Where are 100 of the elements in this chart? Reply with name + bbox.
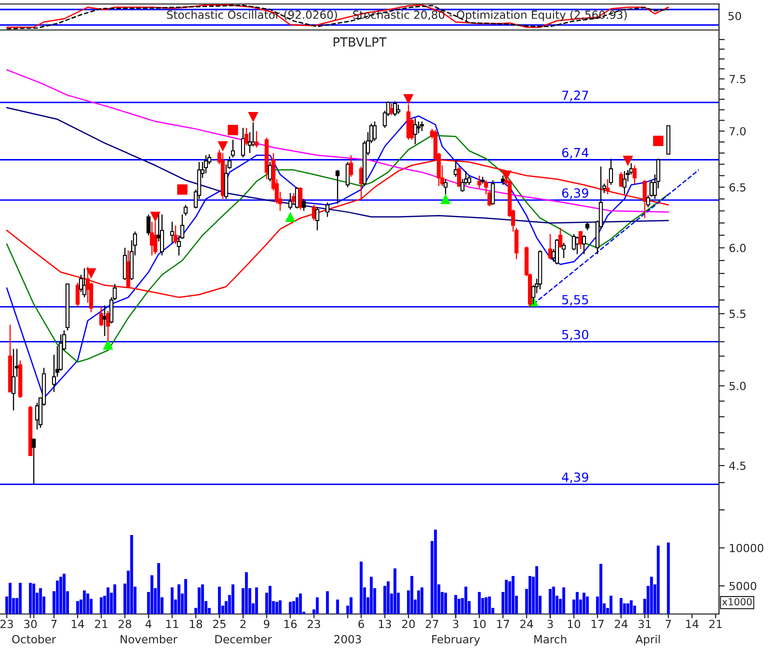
- x-tick-label: 18: [190, 620, 202, 628]
- y-tick-label: 4.5: [729, 462, 746, 470]
- point: [653, 136, 664, 146]
- point: [150, 212, 160, 222]
- candlestick: [622, 170, 626, 195]
- candlestick: [413, 118, 418, 145]
- line-series: [6, 69, 669, 213]
- candlestick: [582, 234, 586, 255]
- x-tick-label: 17: [592, 620, 604, 628]
- ref-line-label: 5,30: [562, 330, 588, 341]
- candlestick: [420, 120, 424, 132]
- x-tick-label: 20: [402, 620, 415, 628]
- y-tick-label: 6.5: [730, 183, 746, 192]
- x-tick-label: 2: [240, 620, 246, 628]
- candlestick: [122, 247, 127, 281]
- y-tick-label: 5000: [730, 582, 756, 590]
- candlestick: [396, 104, 400, 115]
- candlestick: [457, 166, 462, 188]
- candlestick: [548, 233, 552, 260]
- candlestick: [254, 130, 259, 148]
- ref-line-label: 6,39: [562, 188, 588, 199]
- point: [218, 141, 228, 152]
- y-tick-label: 7.5: [730, 74, 746, 84]
- x-tick-label: 28: [118, 620, 132, 628]
- candlestick: [325, 202, 330, 218]
- candlestick: [244, 127, 248, 146]
- x-tick-label: 9: [264, 620, 270, 628]
- x2-tick-label: February: [432, 634, 480, 646]
- candlestick: [32, 438, 36, 485]
- candlestick: [392, 100, 397, 117]
- x-tick-label: 24: [614, 620, 628, 628]
- candlestick: [150, 221, 154, 256]
- candlestick: [302, 198, 306, 212]
- candlestick: [174, 224, 178, 245]
- point: [501, 170, 512, 181]
- candlestick: [444, 178, 448, 195]
- point: [102, 339, 114, 350]
- y-tick-label: 7.0: [730, 127, 746, 136]
- candlestick: [346, 161, 350, 188]
- candlestick: [12, 348, 16, 411]
- point: [285, 212, 296, 222]
- y-tick-label: 5.5: [730, 310, 746, 318]
- candlestick: [416, 120, 421, 134]
- chart-title: PTBVLPT: [334, 37, 387, 47]
- text: 50: [728, 12, 742, 20]
- candlestick: [204, 154, 208, 174]
- candlestick: [390, 102, 394, 116]
- x-tick-label: 3: [548, 620, 553, 628]
- candlestick: [642, 180, 647, 219]
- x-tick-label: 16: [284, 620, 297, 628]
- x-tick-label: 27: [426, 620, 438, 628]
- candlestick: [578, 231, 583, 250]
- x2-tick-label: November: [120, 634, 178, 644]
- x-tick-label: 14: [72, 620, 84, 628]
- point: [248, 112, 258, 122]
- candlestick: [554, 238, 559, 265]
- candlestick: [349, 154, 354, 178]
- candlestick: [315, 206, 320, 231]
- x-tick-label: 17: [497, 620, 510, 628]
- candlestick: [292, 192, 296, 204]
- candlestick: [608, 158, 613, 186]
- x-tick-label: 13: [378, 620, 391, 628]
- text: x1000: [722, 598, 752, 606]
- x-tick-label: 24: [520, 620, 534, 628]
- ref-line-label: 5,55: [562, 295, 588, 306]
- candlestick: [184, 204, 188, 216]
- x-tick-label: 11: [166, 620, 178, 628]
- candlestick: [619, 172, 624, 188]
- x2-tick-label: December: [215, 634, 272, 644]
- x-tick-label: 30: [24, 620, 37, 628]
- candlestick: [170, 221, 174, 244]
- x-tick-label: 31: [638, 620, 651, 628]
- x-tick-label: 25: [213, 620, 226, 628]
- x-tick-label: 10: [568, 620, 580, 628]
- x-tick-label: 23: [0, 620, 13, 628]
- candlestick: [146, 214, 151, 236]
- x-tick-label: 6: [358, 620, 364, 628]
- point: [403, 94, 414, 104]
- x-tick-label: 14: [686, 620, 698, 628]
- ref-line-label: 4,39: [562, 472, 588, 484]
- x-tick-label: 10: [473, 620, 486, 628]
- candlestick: [82, 268, 86, 298]
- candlestick: [99, 306, 104, 327]
- x-tick-label: 7: [666, 620, 671, 628]
- x2-tick-label: March: [534, 634, 566, 644]
- ref-line-label: 6,74: [562, 148, 588, 159]
- x-tick-label: 4: [146, 620, 152, 628]
- candlestick: [490, 180, 495, 206]
- candlestick: [76, 282, 80, 308]
- candlestick: [298, 186, 302, 210]
- ref-line-label: 7,27: [562, 90, 588, 102]
- candlestick: [160, 214, 164, 256]
- candlestick: [106, 310, 110, 342]
- point: [622, 156, 634, 166]
- x2-tick-label: October: [12, 634, 56, 644]
- x-tick-label: 3: [453, 620, 458, 628]
- candlestick: [632, 164, 637, 184]
- x-tick-label: 7: [51, 620, 57, 628]
- x-tick-label: 21: [95, 620, 108, 628]
- x-tick-label: 23: [308, 620, 320, 628]
